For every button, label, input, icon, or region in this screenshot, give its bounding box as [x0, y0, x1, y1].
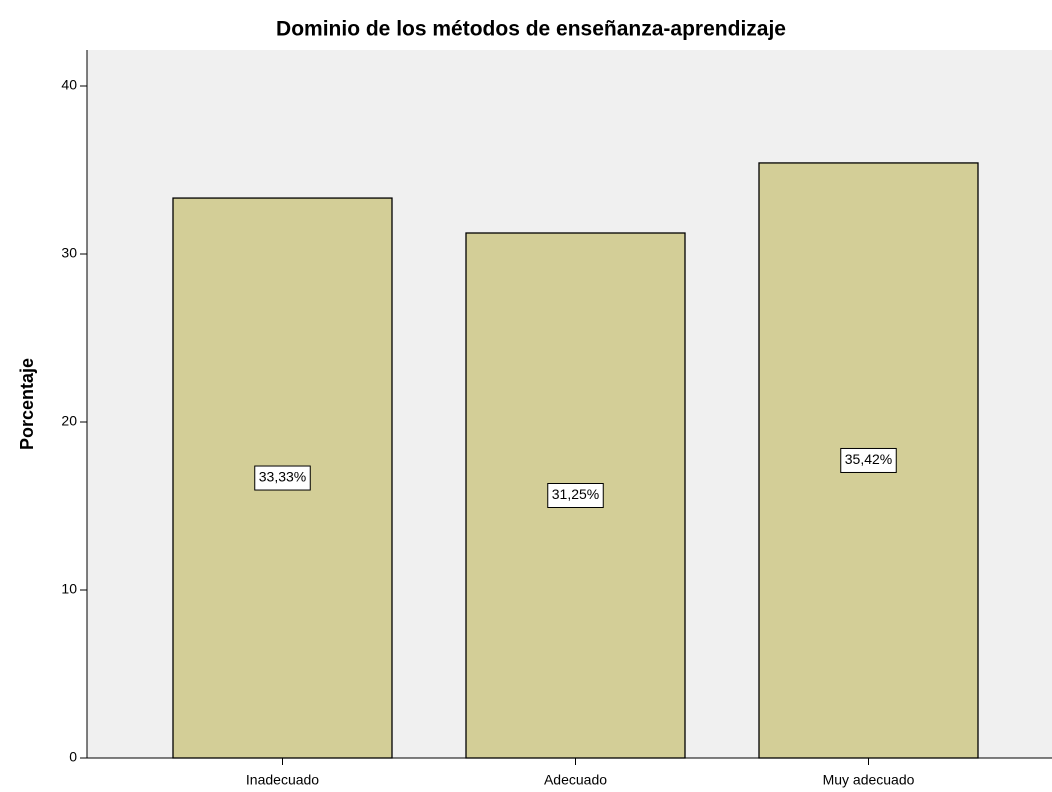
y-tick-label: 20 — [61, 413, 77, 429]
y-tick-label: 0 — [69, 749, 77, 765]
y-axis-label: Porcentaje — [17, 358, 37, 450]
y-tick-label: 40 — [61, 77, 77, 93]
value-label: 31,25% — [552, 486, 599, 502]
x-tick-label: Adecuado — [544, 772, 607, 788]
bar — [465, 232, 686, 759]
x-tick-label: Muy adecuado — [823, 772, 915, 788]
value-label: 33,33% — [259, 469, 306, 485]
value-label-box — [254, 465, 311, 491]
value-label-box — [547, 483, 604, 508]
value-label: 35,42% — [845, 451, 892, 467]
y-tick-label: 30 — [61, 245, 77, 261]
y-tick-label: 10 — [61, 581, 77, 597]
value-label-box — [840, 447, 897, 473]
x-tick-label: Inadecuado — [246, 772, 319, 788]
chart-title: Dominio de los métodos de enseñanza-apre… — [276, 18, 786, 41]
